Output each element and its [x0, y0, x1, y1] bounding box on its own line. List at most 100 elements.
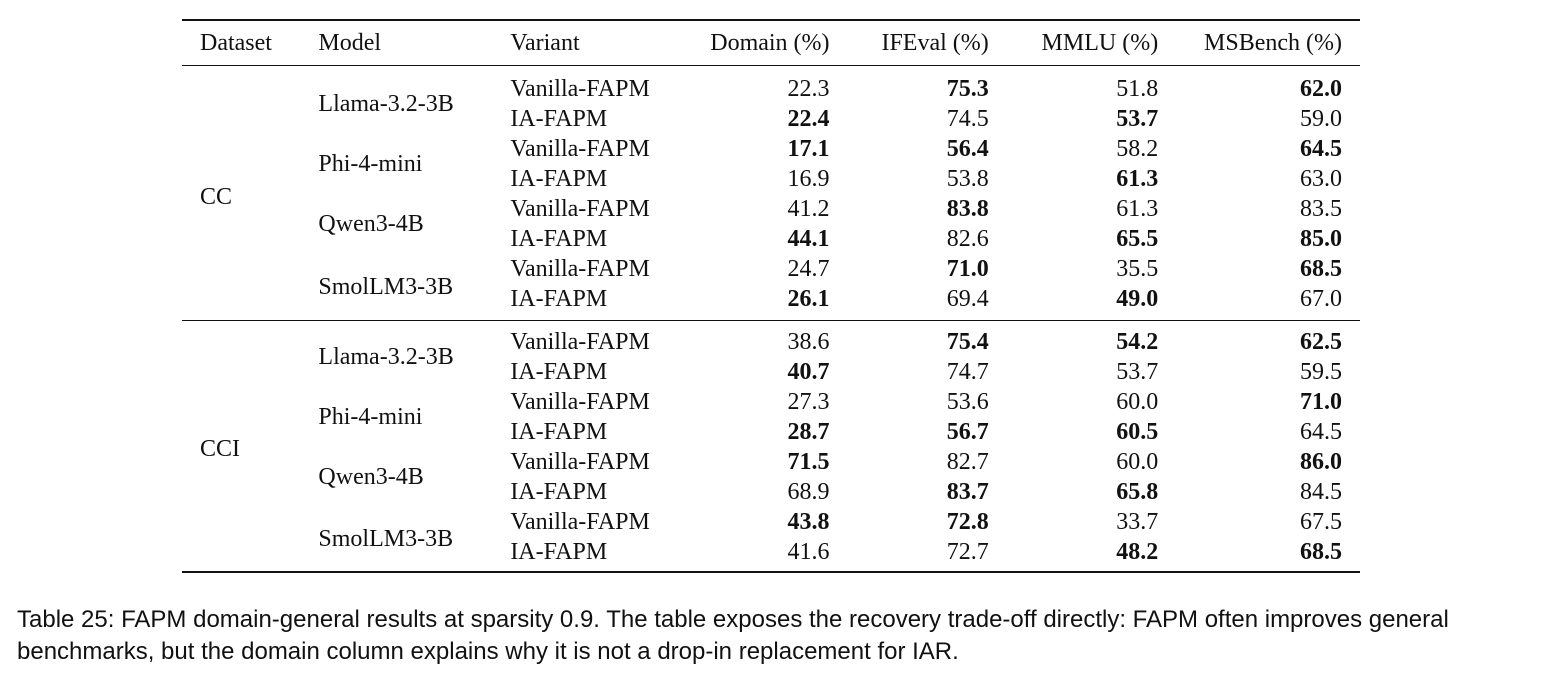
domain-cell: 27.3: [787, 389, 830, 415]
ifeval-cell: 82.7: [946, 449, 989, 475]
header-variant: Variant: [510, 30, 580, 56]
mmlu-cell: 61.3: [1116, 196, 1159, 222]
ifeval-cell: 56.4: [946, 136, 989, 162]
domain-cell: 16.9: [787, 166, 830, 192]
mmlu-cell: 61.3: [1116, 166, 1159, 192]
mmlu-cell: 48.2: [1116, 539, 1159, 565]
mmlu-cell: 53.7: [1116, 106, 1159, 132]
ifeval-cell: 71.0: [946, 256, 989, 282]
table-row: IA-FAPM 44.1 82.6 65.5 85.0: [182, 224, 1360, 254]
table-row: SmolLM3-3B Vanilla-FAPM 43.8 72.8 33.7 6…: [182, 507, 1360, 552]
domain-cell: 24.7: [787, 256, 830, 282]
table-row: SmolLM3-3B Vanilla-FAPM 24.7 71.0 35.5 6…: [182, 254, 1360, 300]
table-row: CCI Llama-3.2-3B Vanilla-FAPM 38.6 75.4 …: [182, 321, 1360, 462]
ifeval-cell: 53.6: [946, 389, 989, 415]
ifeval-cell: 72.7: [946, 539, 989, 565]
variant-cell: Vanilla-FAPM: [510, 509, 650, 535]
ifeval-cell: 72.8: [946, 509, 989, 535]
domain-cell: 17.1: [787, 136, 830, 162]
table-row: Phi-4-mini Vanilla-FAPM 27.3 53.6 60.0 7…: [182, 387, 1360, 430]
ifeval-cell: 56.7: [946, 419, 989, 445]
model-name: Llama-3.2-3B: [318, 91, 454, 117]
table-row: IA-FAPM 28.7 56.7 60.5 64.5: [182, 417, 1360, 447]
msbench-cell: 59.5: [1300, 359, 1342, 385]
msbench-cell: 71.0: [1300, 389, 1342, 415]
variant-cell: Vanilla-FAPM: [510, 196, 650, 222]
table-row: CC Llama-3.2-3B Vanilla-FAPM 22.3 75.3 5…: [182, 66, 1360, 210]
variant-cell: Vanilla-FAPM: [510, 449, 650, 475]
ifeval-cell: 82.6: [946, 226, 989, 252]
msbench-cell: 84.5: [1300, 479, 1342, 505]
msbench-cell: 83.5: [1300, 196, 1342, 222]
msbench-cell: 85.0: [1300, 226, 1342, 252]
msbench-cell: 67.5: [1300, 509, 1342, 535]
ifeval-cell: 83.7: [946, 479, 989, 505]
msbench-cell: 59.0: [1300, 106, 1342, 132]
table-row: IA-FAPM 41.6 72.7 48.2 68.5: [182, 537, 1360, 572]
domain-cell: 38.6: [787, 329, 830, 355]
msbench-cell: 62.0: [1300, 76, 1342, 102]
mmlu-cell: 35.5: [1116, 256, 1159, 282]
ifeval-cell: 74.5: [946, 106, 989, 132]
domain-cell: 22.3: [787, 76, 830, 102]
ifeval-cell: 83.8: [946, 196, 989, 222]
mmlu-cell: 54.2: [1116, 329, 1159, 355]
model-name: Phi-4-mini: [318, 404, 423, 430]
msbench-cell: 68.5: [1300, 539, 1342, 565]
mmlu-cell: 33.7: [1116, 509, 1159, 535]
mmlu-cell: 65.5: [1116, 226, 1159, 252]
domain-cell: 41.6: [787, 539, 830, 565]
model-name: Qwen3-4B: [318, 464, 424, 490]
header-model: Model: [318, 30, 382, 56]
mmlu-cell: 49.0: [1116, 286, 1159, 312]
results-table-container: Dataset Model Variant Domain (%) IFEval …: [182, 19, 1360, 573]
table-row: IA-FAPM 16.9 53.8 61.3 63.0: [182, 164, 1360, 194]
caption-text: FAPM domain-general results at sparsity …: [17, 606, 1449, 665]
msbench-cell: 63.0: [1300, 166, 1342, 192]
variant-cell: IA-FAPM: [510, 359, 608, 385]
domain-cell: 71.5: [787, 449, 830, 475]
variant-cell: IA-FAPM: [510, 226, 608, 252]
model-name: Qwen3-4B: [318, 211, 424, 237]
header-dataset: Dataset: [200, 30, 272, 56]
msbench-cell: 62.5: [1300, 329, 1342, 355]
table-caption: Table 25: FAPM domain-general results at…: [17, 604, 1532, 668]
caption-label: Table 25:: [17, 606, 115, 633]
mmlu-cell: 60.5: [1116, 419, 1159, 445]
header-msbench: MSBench (%): [1204, 30, 1342, 56]
domain-cell: 44.1: [787, 226, 830, 252]
variant-cell: IA-FAPM: [510, 166, 608, 192]
variant-cell: Vanilla-FAPM: [510, 76, 650, 102]
results-table: Dataset Model Variant Domain (%) IFEval …: [182, 19, 1360, 573]
dataset-group-cc: CC Llama-3.2-3B Vanilla-FAPM 22.3 75.3 5…: [182, 66, 1360, 321]
header-domain: Domain (%): [710, 30, 830, 56]
header-mmlu: MMLU (%): [1041, 30, 1159, 56]
mmlu-cell: 65.8: [1116, 479, 1159, 505]
msbench-cell: 86.0: [1300, 449, 1342, 475]
variant-cell: IA-FAPM: [510, 479, 608, 505]
msbench-cell: 67.0: [1300, 286, 1342, 312]
domain-cell: 41.2: [787, 196, 830, 222]
domain-cell: 43.8: [787, 509, 830, 535]
ifeval-cell: 74.7: [946, 359, 989, 385]
mmlu-cell: 60.0: [1116, 389, 1159, 415]
model-name: Phi-4-mini: [318, 151, 423, 177]
variant-cell: Vanilla-FAPM: [510, 389, 650, 415]
msbench-cell: 64.5: [1300, 136, 1342, 162]
domain-cell: 40.7: [787, 359, 830, 385]
table-row: IA-FAPM 26.1 69.4 49.0 67.0: [182, 284, 1360, 321]
table-row: IA-FAPM 22.4 74.5 53.7 59.0: [182, 104, 1360, 134]
ifeval-cell: 75.4: [946, 329, 989, 355]
table-row: Qwen3-4B Vanilla-FAPM 41.2 83.8 61.3 83.…: [182, 194, 1360, 237]
variant-cell: IA-FAPM: [510, 539, 608, 565]
variant-cell: Vanilla-FAPM: [510, 136, 650, 162]
variant-cell: IA-FAPM: [510, 419, 608, 445]
model-name: Llama-3.2-3B: [318, 344, 454, 370]
model-name: SmolLM3-3B: [318, 274, 454, 300]
domain-cell: 28.7: [787, 419, 830, 445]
dataset-group-cci: CCI Llama-3.2-3B Vanilla-FAPM 38.6 75.4 …: [182, 320, 1360, 572]
dataset-label: CC: [200, 184, 233, 210]
variant-cell: IA-FAPM: [510, 106, 608, 132]
variant-cell: IA-FAPM: [510, 286, 608, 312]
header-ifeval: IFEval (%): [881, 30, 989, 56]
